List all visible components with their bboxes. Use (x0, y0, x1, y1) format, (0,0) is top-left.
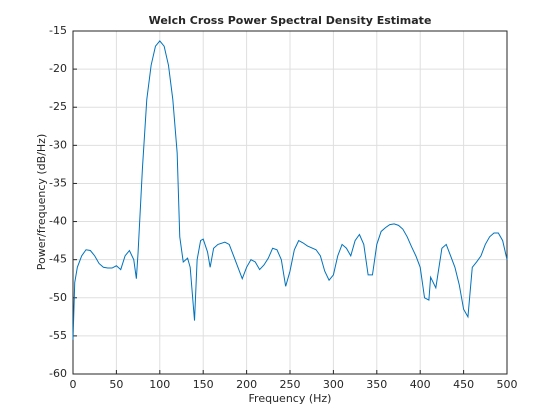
x-tick-label: 450 (453, 378, 474, 391)
x-tick-label: 100 (149, 378, 170, 391)
plot-frame (72, 30, 508, 375)
y-axis-label: Power/frequency (dB/Hz) (35, 134, 48, 271)
x-tick-label: 200 (236, 378, 257, 391)
x-tick-label: 500 (497, 378, 518, 391)
y-tick-label: -25 (49, 100, 67, 113)
y-tick-label: -35 (49, 176, 67, 189)
x-tick-label: 400 (410, 378, 431, 391)
x-tick-label: 350 (366, 378, 387, 391)
data-line (72, 40, 508, 340)
y-tick-label: -60 (49, 367, 67, 380)
x-tick-label: 50 (109, 378, 123, 391)
x-tick-label: 150 (193, 378, 214, 391)
x-axis-label: Frequency (Hz) (249, 392, 332, 405)
x-tick-label: 250 (280, 378, 301, 391)
y-tick-label: -15 (49, 24, 67, 37)
y-tick-label: -55 (49, 329, 67, 342)
y-tick-label: -20 (49, 62, 67, 75)
y-tick-label: -45 (49, 253, 67, 266)
x-tick-label: 0 (70, 378, 77, 391)
y-tick-label: -50 (49, 291, 67, 304)
x-tick-label: 300 (323, 378, 344, 391)
y-tick-label: -40 (49, 215, 67, 228)
y-tick-label: -30 (49, 138, 67, 151)
chart-title: Welch Cross Power Spectral Density Estim… (149, 14, 432, 27)
